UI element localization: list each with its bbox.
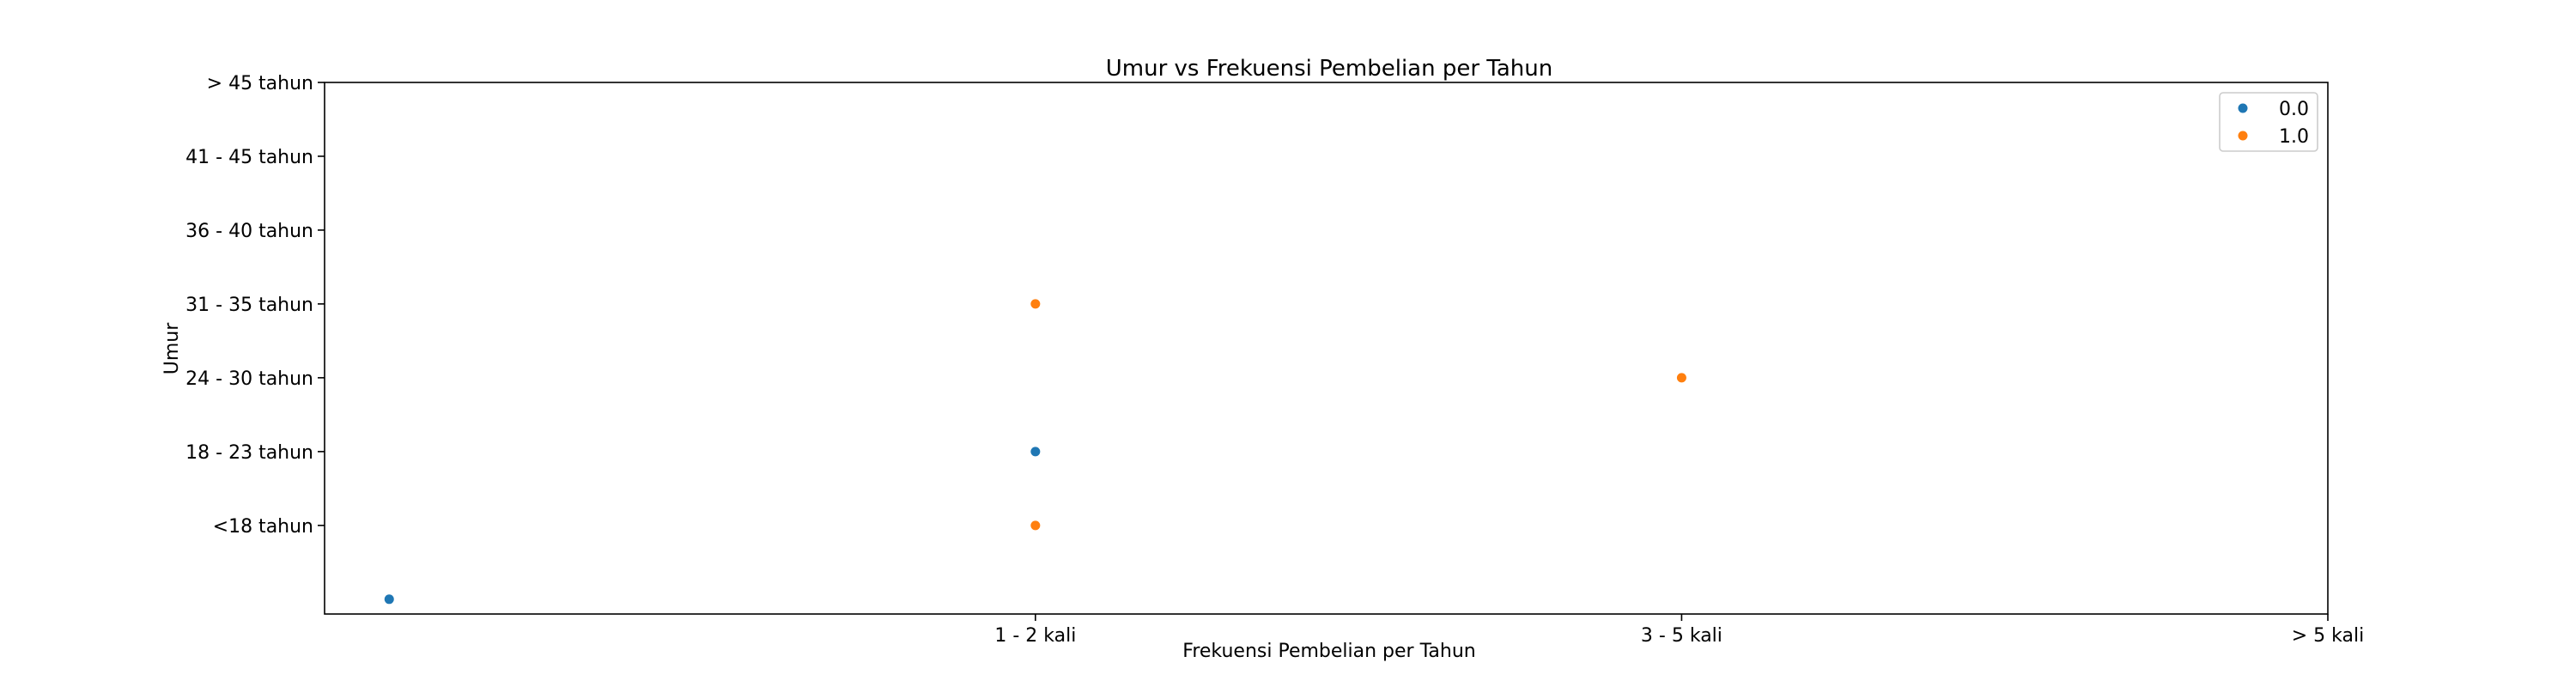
y-tick-label: 18 - 23 tahun — [185, 442, 313, 464]
data-point-series-0 — [384, 594, 394, 605]
x-axis: 1 - 2 kali 3 - 5 kali > 5 kali — [994, 614, 2364, 647]
y-tick-label: 41 - 45 tahun — [185, 147, 313, 168]
plot-area — [324, 82, 2329, 615]
x-tick-label: > 5 kali — [2292, 625, 2364, 647]
legend-marker — [2238, 131, 2248, 141]
x-tick-label: 3 - 5 kali — [1641, 625, 1722, 647]
y-axis-label: Umur — [161, 322, 183, 374]
y-axis: <18 tahun 18 - 23 tahun 24 - 30 tahun 31 - … — [185, 73, 325, 538]
data-point-series-1 — [1676, 373, 1686, 383]
data-point-series-1 — [1030, 299, 1041, 309]
y-tick-label: 36 - 40 tahun — [185, 221, 313, 242]
legend-label: 1.0 — [2279, 126, 2309, 148]
y-tick-label: > 45 tahun — [207, 73, 313, 94]
x-tick-label: 1 - 2 kali — [994, 625, 1076, 647]
chart-title: Umur vs Frekuensi Pembelian per Tahun — [1106, 56, 1553, 82]
x-axis-label: Frekuensi Pembelian per Tahun — [1182, 641, 1475, 662]
data-point-series-1 — [1030, 520, 1041, 531]
y-tick-label: <18 tahun — [213, 516, 313, 538]
legend-marker — [2238, 103, 2248, 113]
legend: 0.01.0 — [2219, 92, 2318, 152]
y-tick-label: 31 - 35 tahun — [185, 295, 313, 316]
y-tick-label: 24 - 30 tahun — [185, 368, 313, 390]
data-points — [384, 299, 1686, 605]
data-point-series-0 — [1030, 447, 1041, 457]
legend-label: 0.0 — [2279, 99, 2309, 120]
